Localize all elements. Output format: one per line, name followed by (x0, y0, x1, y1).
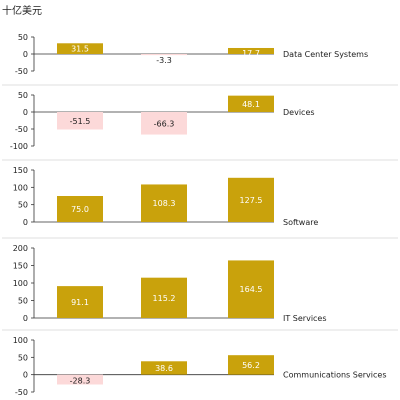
data-label: -3.3 (156, 56, 172, 65)
y-tick-label: 0 (23, 218, 28, 227)
y-tick-label: 0 (23, 371, 28, 380)
data-label: 38.6 (155, 364, 173, 373)
y-tick-label: 100 (13, 279, 28, 288)
data-label: -66.3 (154, 119, 175, 128)
bar (228, 95, 274, 112)
series-label: Devices (283, 108, 315, 117)
bar (141, 112, 187, 135)
y-tick-label: 50 (18, 91, 28, 100)
y-tick-label: 0 (23, 108, 28, 117)
data-label: 127.5 (240, 196, 263, 205)
y-tick-label: 50 (18, 201, 28, 210)
y-tick-label: 0 (23, 50, 28, 59)
series-label: Software (283, 218, 318, 227)
data-label: 31.5 (71, 44, 89, 53)
bar (57, 374, 103, 385)
y-tick-label: 0 (23, 314, 28, 323)
data-label: 115.2 (153, 294, 176, 303)
y-tick-label: 50 (18, 33, 28, 42)
y-tick-label: -50 (15, 125, 28, 134)
panel-3: 150 100 50 0 75.0 108.3 127.5 Software (2, 159, 398, 227)
series-label: IT Services (283, 314, 327, 323)
y-tick-label: -50 (15, 388, 28, 397)
series-label: Communications Services (283, 371, 387, 380)
bar (57, 286, 103, 318)
bar (141, 184, 187, 222)
data-label: 17.7 (242, 49, 260, 58)
bar (57, 196, 103, 222)
y-tick-label: -50 (15, 67, 28, 76)
data-label: -28.3 (70, 377, 91, 386)
y-tick-label: 50 (18, 297, 28, 306)
unit-label: 十亿美元 (2, 4, 42, 17)
series-label: Data Center Systems (283, 50, 368, 59)
bar (141, 361, 187, 375)
y-tick-label: 100 (13, 183, 28, 192)
y-tick-label: 50 (18, 353, 28, 362)
y-tick-label: 150 (13, 262, 28, 271)
data-label: 75.0 (71, 205, 89, 214)
bar (228, 47, 274, 54)
data-label: -51.5 (70, 117, 91, 126)
y-tick-label: -100 (10, 142, 28, 151)
bar (141, 277, 187, 318)
panel-2: 50 0 -50 -100 -51.5 -66.3 48.1 Devices (2, 84, 398, 151)
data-label: 48.1 (242, 100, 260, 109)
panel-5: 100 50 0 -50 -28.3 38.6 56.2 Communications Ser… (2, 329, 398, 397)
data-label: 164.5 (240, 285, 263, 294)
panel-1: 50 0 -50 31.5 -3.3 17.7 Data Center Systems (15, 33, 368, 76)
y-tick-label: 200 (13, 244, 28, 253)
bar (228, 355, 274, 375)
panel-4: 200 150 100 50 0 91.1 115.2 164.5 IT Services (2, 237, 398, 323)
data-label: 108.3 (153, 199, 176, 208)
bar (57, 43, 103, 54)
chart-panels: 50 0 -50 31.5 -3.3 17.7 Data Center Systems 50 0… (2, 33, 398, 397)
bar (141, 54, 187, 56)
y-tick-label: 150 (13, 166, 28, 175)
bar (57, 112, 103, 130)
data-label: 91.1 (71, 298, 89, 307)
data-label: 56.2 (242, 361, 260, 370)
y-tick-label: 100 (13, 336, 28, 345)
bar (228, 260, 274, 318)
bar (228, 177, 274, 222)
